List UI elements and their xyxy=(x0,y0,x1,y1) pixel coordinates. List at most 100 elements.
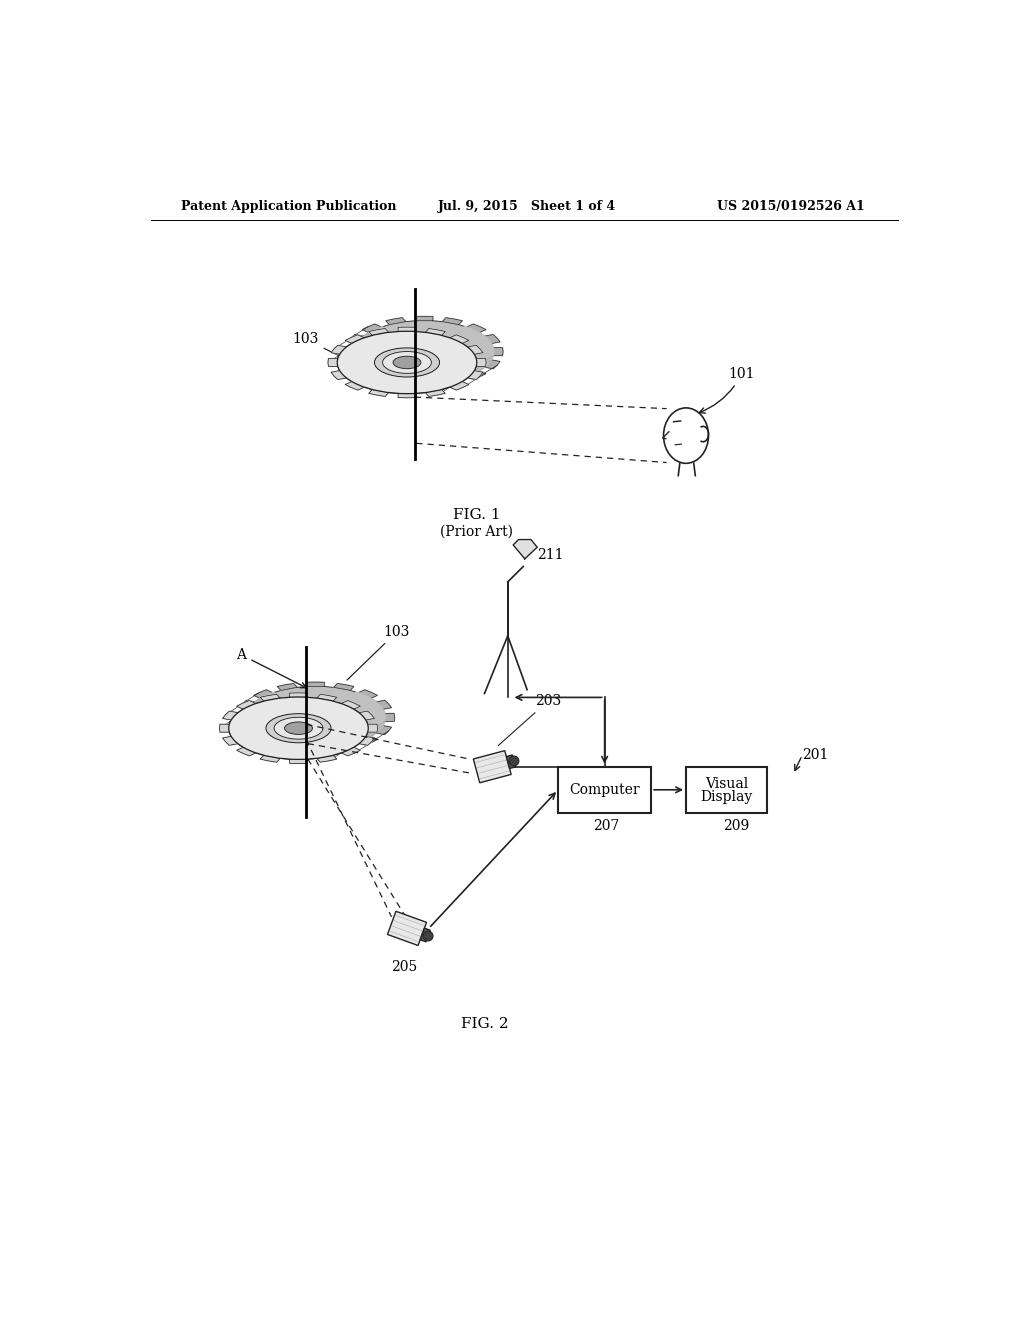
Polygon shape xyxy=(386,318,406,325)
Polygon shape xyxy=(369,389,389,396)
Text: 201: 201 xyxy=(802,748,828,762)
Polygon shape xyxy=(369,329,389,335)
Polygon shape xyxy=(513,540,538,558)
Text: Visual: Visual xyxy=(706,776,749,791)
Polygon shape xyxy=(316,755,337,762)
Polygon shape xyxy=(254,690,273,698)
Polygon shape xyxy=(341,747,360,756)
FancyBboxPatch shape xyxy=(686,767,767,813)
Polygon shape xyxy=(376,701,391,709)
Ellipse shape xyxy=(354,321,494,383)
Polygon shape xyxy=(334,744,354,751)
Polygon shape xyxy=(254,737,273,744)
Text: A: A xyxy=(237,648,306,688)
Ellipse shape xyxy=(285,722,312,734)
Polygon shape xyxy=(290,759,307,763)
Polygon shape xyxy=(398,327,416,331)
Polygon shape xyxy=(358,690,378,698)
Polygon shape xyxy=(468,346,483,354)
Polygon shape xyxy=(348,334,364,343)
Polygon shape xyxy=(237,701,256,709)
Text: 103: 103 xyxy=(292,333,342,358)
Polygon shape xyxy=(331,346,346,354)
Polygon shape xyxy=(260,755,281,762)
Circle shape xyxy=(423,931,433,941)
Polygon shape xyxy=(473,751,511,783)
Polygon shape xyxy=(306,748,325,752)
Ellipse shape xyxy=(393,356,421,368)
Polygon shape xyxy=(260,694,281,701)
Circle shape xyxy=(509,756,519,766)
Polygon shape xyxy=(415,317,433,321)
Text: US 2015/0192526 A1: US 2015/0192526 A1 xyxy=(717,201,864,214)
Polygon shape xyxy=(415,383,433,387)
Polygon shape xyxy=(334,684,354,690)
Polygon shape xyxy=(420,928,430,942)
Polygon shape xyxy=(316,694,337,701)
Polygon shape xyxy=(337,326,494,393)
Polygon shape xyxy=(222,711,238,719)
Polygon shape xyxy=(341,701,360,709)
Text: (Prior Art): (Prior Art) xyxy=(440,525,513,539)
Polygon shape xyxy=(219,725,229,733)
Polygon shape xyxy=(345,335,365,343)
Polygon shape xyxy=(376,726,391,734)
Polygon shape xyxy=(467,371,485,379)
Polygon shape xyxy=(387,911,427,945)
Polygon shape xyxy=(368,725,378,733)
Text: Display: Display xyxy=(700,791,753,804)
Polygon shape xyxy=(442,318,462,325)
Polygon shape xyxy=(240,726,255,734)
Polygon shape xyxy=(506,755,515,768)
FancyBboxPatch shape xyxy=(558,767,651,813)
Text: 211: 211 xyxy=(538,548,563,562)
Polygon shape xyxy=(425,389,445,396)
Text: Computer: Computer xyxy=(569,783,640,797)
Ellipse shape xyxy=(337,331,477,393)
Polygon shape xyxy=(425,329,445,335)
Polygon shape xyxy=(442,379,462,385)
Text: FIG. 1: FIG. 1 xyxy=(453,508,501,521)
Polygon shape xyxy=(290,693,307,697)
Polygon shape xyxy=(484,334,500,343)
Text: 207: 207 xyxy=(593,818,620,833)
Ellipse shape xyxy=(375,348,439,378)
Polygon shape xyxy=(278,684,297,690)
Text: FIG. 2: FIG. 2 xyxy=(461,1018,508,1031)
Ellipse shape xyxy=(274,717,323,739)
Polygon shape xyxy=(345,347,355,355)
Polygon shape xyxy=(468,371,483,380)
Text: 205: 205 xyxy=(391,960,418,974)
Polygon shape xyxy=(362,323,381,333)
Text: 101: 101 xyxy=(699,367,755,413)
Ellipse shape xyxy=(383,351,431,374)
Polygon shape xyxy=(331,371,346,380)
Polygon shape xyxy=(385,713,394,722)
Polygon shape xyxy=(328,359,338,367)
Polygon shape xyxy=(228,692,385,759)
Polygon shape xyxy=(348,360,364,368)
Text: 209: 209 xyxy=(723,818,750,833)
Polygon shape xyxy=(345,381,365,391)
Polygon shape xyxy=(306,682,325,686)
Polygon shape xyxy=(450,335,469,343)
Polygon shape xyxy=(222,737,238,746)
Text: 203: 203 xyxy=(499,694,561,746)
Polygon shape xyxy=(476,359,486,367)
Ellipse shape xyxy=(266,714,331,743)
Polygon shape xyxy=(494,347,503,355)
Polygon shape xyxy=(237,713,247,722)
Ellipse shape xyxy=(246,686,385,748)
Ellipse shape xyxy=(228,697,369,759)
Polygon shape xyxy=(398,393,416,397)
Polygon shape xyxy=(240,701,255,709)
Polygon shape xyxy=(359,711,375,719)
Ellipse shape xyxy=(664,408,709,463)
Polygon shape xyxy=(359,737,375,746)
Text: Jul. 9, 2015   Sheet 1 of 4: Jul. 9, 2015 Sheet 1 of 4 xyxy=(438,201,616,214)
Text: 103: 103 xyxy=(347,624,411,680)
Polygon shape xyxy=(467,323,485,333)
Polygon shape xyxy=(362,371,381,379)
Polygon shape xyxy=(358,737,378,744)
Polygon shape xyxy=(278,744,297,751)
